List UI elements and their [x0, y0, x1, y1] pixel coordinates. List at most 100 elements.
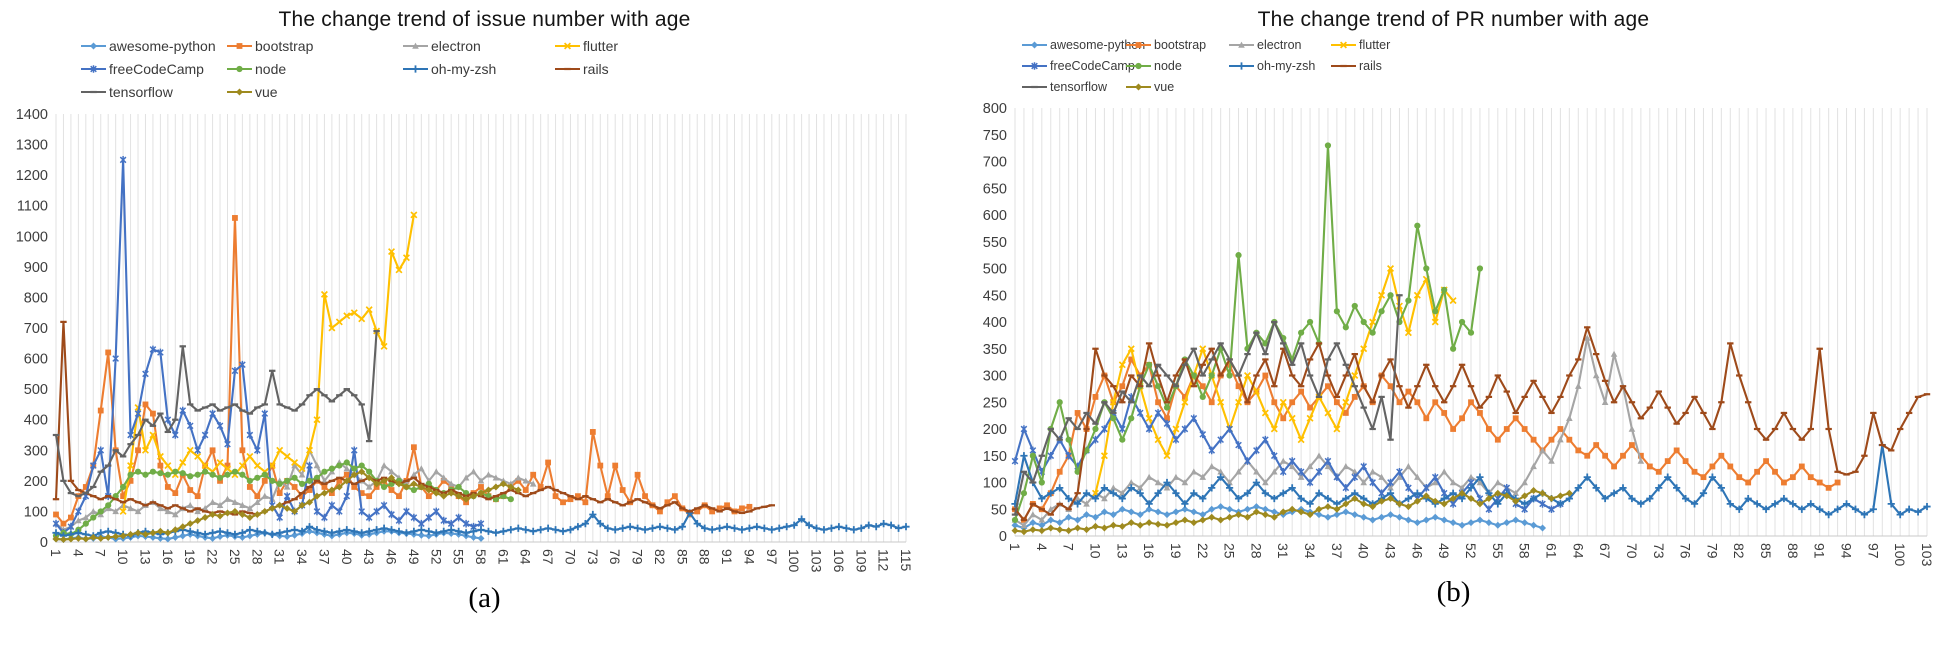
- svg-text:650: 650: [983, 181, 1007, 197]
- svg-text:200: 200: [983, 422, 1007, 438]
- svg-text:61: 61: [1544, 543, 1560, 559]
- legend-item-vue: vue: [1125, 80, 1228, 94]
- svg-text:85: 85: [674, 549, 690, 565]
- svg-text:31: 31: [1275, 543, 1291, 559]
- svg-text:100: 100: [786, 549, 802, 573]
- svg-text:94: 94: [741, 549, 757, 565]
- svg-text:73: 73: [585, 549, 601, 565]
- svg-text:70: 70: [1624, 543, 1640, 559]
- svg-text:82: 82: [1731, 543, 1747, 559]
- legend-label: vue: [255, 84, 278, 100]
- legend-item-tensorflow: tensorflow: [1021, 80, 1125, 94]
- legend-item-freeCodeCamp: freeCodeCamp: [1021, 59, 1135, 73]
- legend-marker-vue-icon: [1126, 83, 1151, 91]
- chart-a-plot: 0100200300400500600700800900100011001200…: [16, 107, 914, 573]
- legend-label: electron: [431, 38, 481, 54]
- legend-item-flutter: flutter: [1330, 38, 1430, 52]
- svg-text:500: 500: [24, 382, 48, 398]
- svg-text:16: 16: [1141, 543, 1157, 559]
- gridlines: [1014, 108, 1928, 537]
- svg-text:1400: 1400: [16, 107, 48, 123]
- chart-panel-b: The change trend of PR number with age a…: [969, 0, 1938, 665]
- legend-label: freeCodeCamp: [109, 61, 204, 77]
- svg-text:350: 350: [983, 342, 1007, 358]
- legend-label: bootstrap: [1154, 38, 1207, 52]
- svg-text:67: 67: [1597, 543, 1613, 559]
- svg-text:10: 10: [115, 549, 131, 565]
- legend-marker-oh-my-zsh-icon: [1229, 62, 1254, 70]
- svg-text:0: 0: [40, 535, 48, 551]
- svg-text:25: 25: [1222, 543, 1238, 559]
- svg-text:19: 19: [1168, 543, 1184, 559]
- svg-text:73: 73: [1651, 543, 1667, 559]
- legend-item-node: node: [1125, 59, 1228, 73]
- svg-text:7: 7: [1061, 543, 1077, 551]
- svg-text:43: 43: [361, 549, 377, 565]
- svg-text:19: 19: [182, 549, 198, 565]
- x-axis-labels: 1 4 7 10 13 16 19 22 25 28 31 34 37 40 43 46 49 52 55 58 61 6…: [1007, 543, 1935, 567]
- svg-text:22: 22: [205, 549, 221, 565]
- svg-text:700: 700: [24, 321, 48, 337]
- svg-text:16: 16: [160, 549, 176, 565]
- legend-item-rails: rails: [554, 61, 684, 77]
- svg-text:46: 46: [384, 549, 400, 565]
- svg-text:10: 10: [1088, 543, 1104, 559]
- svg-text:800: 800: [24, 290, 48, 306]
- legend-label: rails: [1359, 59, 1382, 73]
- legend-label: node: [255, 61, 287, 77]
- legend-item-vue: vue: [226, 84, 402, 100]
- svg-text:13: 13: [1114, 543, 1130, 559]
- svg-text:64: 64: [518, 549, 534, 565]
- svg-text:300: 300: [24, 443, 48, 459]
- svg-text:88: 88: [697, 549, 713, 565]
- legend-item-electron: electron: [402, 38, 554, 54]
- chart-panel-a: The change trend of issue number with ag…: [16, 8, 914, 614]
- svg-text:55: 55: [1490, 543, 1506, 559]
- legend-marker-flutter-icon: [1331, 41, 1356, 49]
- legend-label: awesome-python: [1050, 38, 1146, 52]
- x-axis-labels: 1 4 7 10 13 16 19 22 25 28 31 34 37 40 43 46 49 52 55 58 61 6…: [48, 549, 914, 573]
- chart-b-plot: 0 50 100 150 200 250 300 350 400 450 500 550 600 650 7…: [983, 101, 1935, 567]
- legend-marker-node-icon: [1126, 62, 1151, 70]
- svg-text:7: 7: [93, 549, 109, 557]
- svg-text:70: 70: [563, 549, 579, 565]
- svg-text:109: 109: [853, 549, 869, 573]
- chart-a-legend: awesome-python bootstrap electron flutter fr…: [80, 38, 684, 100]
- svg-text:900: 900: [24, 260, 48, 276]
- svg-text:85: 85: [1758, 543, 1774, 559]
- series-electron: [52, 446, 537, 533]
- svg-text:52: 52: [428, 549, 444, 565]
- legend-label: bootstrap: [255, 38, 314, 54]
- svg-text:34: 34: [294, 549, 310, 565]
- legend-item-tensorflow: tensorflow: [80, 84, 226, 100]
- legend-marker-flutter-icon: [555, 42, 580, 50]
- legend-item-flutter: flutter: [554, 38, 684, 54]
- svg-text:64: 64: [1570, 543, 1586, 559]
- legend-label: flutter: [1359, 38, 1391, 52]
- svg-text:4: 4: [70, 549, 86, 557]
- svg-text:1000: 1000: [16, 229, 48, 245]
- legend-label: rails: [583, 61, 609, 77]
- series-tensorflow: [1011, 294, 1403, 516]
- svg-text:76: 76: [1678, 543, 1694, 559]
- svg-text:750: 750: [983, 128, 1007, 144]
- series-oh-my-zsh: [1011, 441, 1931, 519]
- svg-text:46: 46: [1409, 543, 1425, 559]
- legend-item-rails: rails: [1330, 59, 1430, 73]
- svg-text:97: 97: [764, 549, 780, 565]
- svg-text:500: 500: [983, 262, 1007, 278]
- legend-item-awesome-python: awesome-python: [80, 38, 226, 54]
- legend-label: flutter: [583, 38, 619, 54]
- svg-text:450: 450: [983, 288, 1007, 304]
- chart-b-title: The change trend of PR number with age: [1257, 8, 1650, 31]
- svg-text:31: 31: [272, 549, 288, 565]
- svg-text:1: 1: [1007, 543, 1023, 551]
- svg-text:0: 0: [999, 529, 1007, 545]
- svg-text:50: 50: [991, 502, 1007, 518]
- svg-text:97: 97: [1865, 543, 1881, 559]
- legend-item-oh-my-zsh: oh-my-zsh: [1228, 59, 1330, 73]
- svg-text:79: 79: [1704, 543, 1720, 559]
- legend-marker-vue-icon: [227, 88, 252, 96]
- legend-marker-bootstrap-icon: [1126, 42, 1151, 48]
- legend-marker-bootstrap-icon: [227, 43, 252, 49]
